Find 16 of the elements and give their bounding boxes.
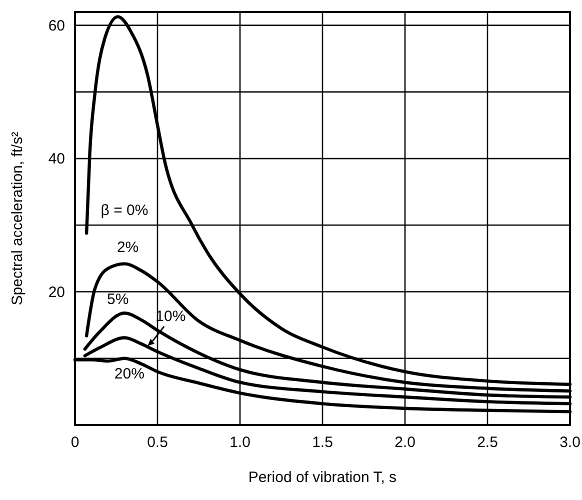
y-tick-label: 40 (48, 150, 65, 168)
x-axis-title: Period of vibration T, s (248, 469, 397, 486)
y-tick-label: 60 (48, 17, 65, 34)
x-tick-label: 2.5 (477, 434, 498, 451)
x-tick-label: 0 (70, 434, 80, 451)
x-tick-label: 3.0 (560, 434, 580, 451)
x-tick-label: 1.5 (312, 434, 333, 451)
series-label: β = 0% (100, 202, 148, 220)
x-tick-label: 1.0 (230, 434, 250, 451)
y-tick-label: 20 (48, 284, 65, 301)
series-label: 20% (114, 365, 144, 382)
x-tick-label: 0.5 (147, 434, 168, 451)
x-tick-label: 2.0 (394, 434, 416, 451)
series-label: 5% (107, 290, 129, 308)
series-label: 2% (116, 238, 139, 256)
y-axis-title: Spectral acceleration, ft/s² (9, 132, 26, 306)
